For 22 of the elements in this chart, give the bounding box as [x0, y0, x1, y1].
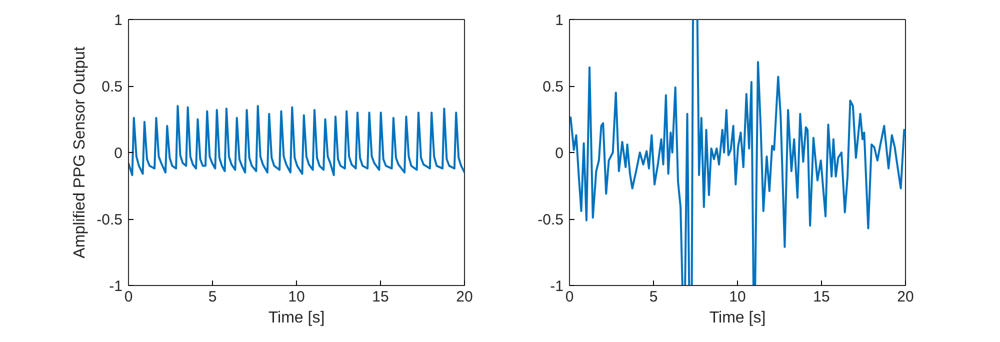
y-tick-label: -0.5 [538, 212, 564, 228]
y-tick-label: 1 [555, 12, 564, 29]
line-series [128, 104, 464, 176]
x-tick-label: 5 [208, 288, 217, 306]
x-axis-title: Time [s] [709, 310, 766, 326]
x-tick-label: 10 [729, 288, 746, 306]
y-tick-label: 0 [555, 145, 564, 162]
y-tick-label: -1 [550, 278, 564, 295]
y-axis-title: Amplified PPG Sensor Output [72, 46, 89, 258]
y-tick-label: 0 [114, 145, 122, 162]
y-tick-label: -1 [109, 278, 123, 295]
x-tick-label: 15 [813, 288, 830, 306]
x-axis-title: Time [s] [268, 310, 325, 326]
x-tick-label: 20 [897, 288, 914, 306]
x-tick-label: 10 [288, 288, 305, 306]
y-tick-label: 0.5 [102, 78, 123, 96]
x-tick-label: 15 [372, 288, 389, 306]
y-tick-label: -0.5 [96, 212, 123, 228]
y-tick-label: 1 [114, 12, 122, 29]
x-tick-label: 5 [649, 288, 658, 306]
x-tick-label: 20 [456, 288, 473, 306]
y-tick-label: 0.5 [542, 78, 564, 96]
